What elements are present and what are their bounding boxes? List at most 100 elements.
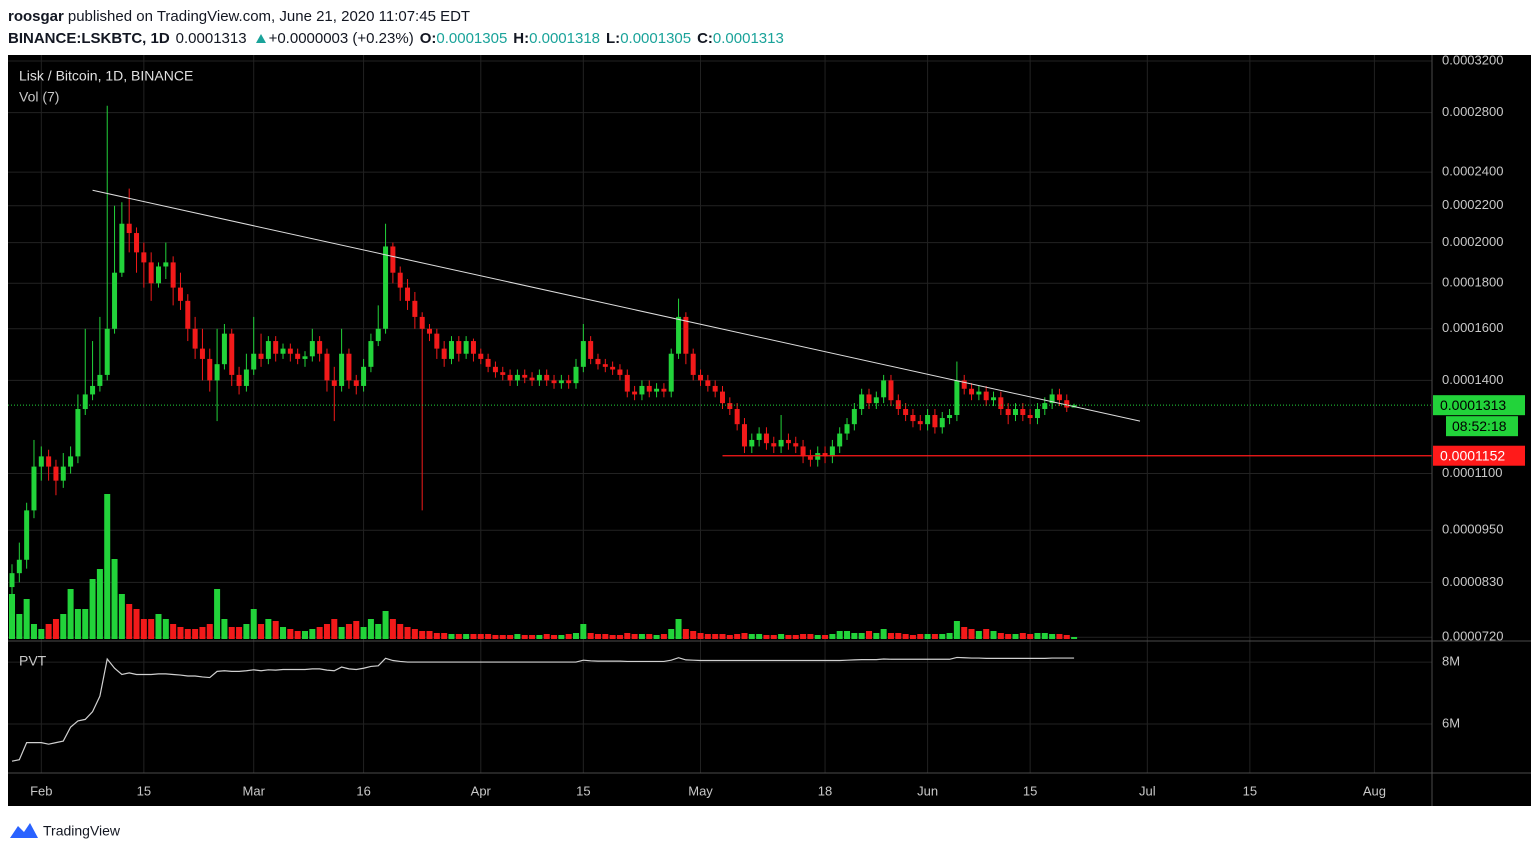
volume-bar	[778, 634, 785, 639]
candle-body	[895, 400, 901, 410]
candle-body	[1042, 403, 1048, 410]
volume-bar	[631, 634, 638, 639]
pvt-tick-label: 6M	[1442, 715, 1460, 730]
author: roosgar	[8, 8, 64, 25]
volume-bar	[814, 635, 821, 639]
ohlc-key: H:	[513, 30, 529, 47]
y-tick-label: 0.0002400	[1442, 164, 1503, 179]
volume-bar	[931, 634, 938, 639]
volume-bar	[199, 627, 206, 639]
volume-bar	[1019, 633, 1026, 639]
volume-bar	[477, 634, 484, 639]
volume-bar	[301, 631, 308, 639]
candle-body	[317, 341, 323, 354]
candle-body	[851, 409, 857, 425]
candle-body	[624, 374, 630, 392]
volume-bar	[565, 634, 572, 639]
volume-bar	[909, 635, 916, 639]
volume-bar	[309, 629, 316, 639]
volume-bar	[902, 634, 909, 639]
volume-bar	[1012, 634, 1019, 639]
price: 0.0001313	[176, 30, 247, 47]
candle-body	[309, 341, 315, 357]
chart-background	[8, 55, 1531, 806]
candle-body	[302, 356, 308, 359]
volume-bar	[1041, 633, 1048, 639]
volume-bar	[184, 629, 191, 639]
volume-bar	[646, 634, 653, 639]
candle-body	[888, 380, 894, 401]
candle-body	[837, 433, 843, 447]
candle-body	[214, 364, 220, 381]
candle-body	[741, 424, 747, 447]
candle-body	[947, 415, 953, 419]
volume-bar	[360, 627, 367, 639]
candle-body	[390, 246, 396, 273]
candle-body	[456, 341, 462, 354]
volume-bar	[1027, 634, 1034, 639]
volume-bar	[507, 635, 514, 639]
volume-bar	[16, 614, 23, 639]
volume-bar	[243, 624, 250, 639]
candle-body	[427, 328, 433, 334]
volume-bar	[880, 629, 887, 639]
volume-bar	[675, 619, 682, 639]
candle-body	[595, 358, 601, 365]
candle-body	[273, 341, 279, 354]
y-tick-label: 0.0001100	[1442, 465, 1503, 480]
candle-body	[251, 353, 257, 370]
support-label-box	[1433, 445, 1525, 466]
y-tick-label: 0.0000830	[1442, 574, 1503, 589]
header-line: roosgar published on TradingView.com, Jun…	[8, 8, 470, 25]
volume-bar	[258, 624, 265, 639]
candle-body	[1012, 409, 1018, 416]
candle-body	[976, 391, 982, 395]
y-tick-label: 0.0001600	[1442, 320, 1503, 335]
volume-bar	[126, 604, 133, 639]
candle-body	[361, 366, 367, 386]
volume-bar	[690, 631, 697, 639]
x-tick-label: Apr	[471, 783, 492, 798]
volume-bar	[463, 634, 470, 639]
volume-bar	[214, 589, 221, 639]
candle-body	[771, 443, 777, 447]
candle-body	[507, 374, 513, 381]
volume-bar	[726, 635, 733, 639]
candle-body	[104, 328, 110, 375]
last-price-label: 0.0001313	[1440, 397, 1506, 413]
candle-body	[500, 372, 506, 375]
candle-body	[727, 403, 733, 410]
candle-body	[287, 348, 293, 354]
volume-bar	[448, 634, 455, 639]
volume-bar	[265, 619, 272, 639]
volume-bar	[638, 634, 645, 639]
volume-bar	[1034, 633, 1041, 639]
candle-body	[397, 272, 403, 288]
candle-body	[720, 391, 725, 404]
x-tick-label: 18	[818, 783, 832, 798]
candle-body	[632, 391, 638, 395]
volume-bar	[734, 634, 741, 639]
volume-bar	[316, 627, 323, 639]
candle-body	[353, 380, 359, 386]
candle-body	[229, 333, 235, 375]
volume-bar	[616, 635, 623, 639]
volume-bar	[682, 629, 689, 639]
volume-bar	[594, 634, 601, 639]
volume-bar	[558, 635, 565, 639]
volume-label: Vol (7)	[19, 89, 59, 105]
candle-body	[778, 439, 784, 447]
volume-bar	[763, 635, 770, 639]
volume-bar	[602, 634, 609, 639]
volume-bar	[1056, 634, 1063, 639]
candle-body	[185, 300, 191, 329]
ohlc-value: 0.0001318	[529, 30, 600, 47]
candle-body	[38, 456, 44, 467]
volume-bar	[23, 599, 30, 639]
volume-bar	[492, 635, 499, 639]
volume-bar	[748, 634, 755, 639]
volume-bar	[660, 634, 667, 639]
last-price-box	[1433, 395, 1525, 416]
candle-body	[155, 266, 161, 284]
volume-bar	[770, 635, 777, 639]
